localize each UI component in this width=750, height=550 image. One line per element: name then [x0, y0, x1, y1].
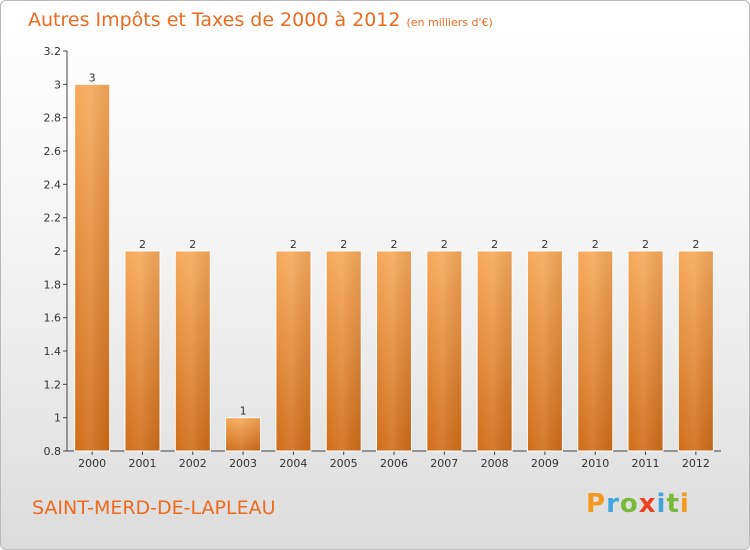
bar-shine: [678, 251, 714, 451]
data-label: 2: [391, 238, 398, 251]
logo-letter: t: [666, 489, 680, 519]
y-tick-label: 0.8: [44, 445, 62, 458]
bar-2002: [174, 250, 211, 452]
bar-shine: [527, 251, 563, 451]
x-tick-label: 2009: [531, 457, 559, 470]
y-tick-label: 3.2: [44, 45, 62, 58]
y-tick-label: 1.4: [44, 345, 62, 358]
proxiti-logo: Proxiti: [586, 489, 690, 519]
bar-shine: [628, 251, 664, 451]
data-label: 1: [240, 405, 247, 418]
bar-2000: [74, 83, 111, 452]
y-tick-label: 2.2: [44, 212, 62, 225]
bar-2003: [225, 417, 262, 452]
x-tick-label: 2012: [682, 457, 710, 470]
chart-title: Autres Impôts et Taxes de 2000 à 2012 (en…: [28, 9, 493, 31]
x-tick-label: 2007: [430, 457, 458, 470]
bar-2004: [275, 250, 312, 452]
y-tick-label: 2.6: [44, 145, 62, 158]
bar-shine: [326, 251, 362, 451]
logo-letter: i: [679, 489, 690, 519]
x-tick-label: 2011: [632, 457, 660, 470]
bar-2007: [426, 250, 463, 452]
bar-shine: [74, 84, 110, 451]
y-tick-label: 2: [54, 245, 61, 258]
x-tick-label: 2003: [229, 457, 257, 470]
data-label: 2: [541, 238, 548, 251]
data-label: 2: [441, 238, 448, 251]
bar-shine: [175, 251, 211, 451]
title-text: Autres Impôts et Taxes de 2000 à 2012: [28, 9, 401, 31]
bar-shine: [477, 251, 513, 451]
data-labels: 3 2 2 1 2 2 2 2 2 2 2 2 2: [89, 71, 700, 417]
logo-letter: P: [586, 489, 607, 519]
unit-label: (en milliers d'€): [406, 16, 493, 29]
data-label: 2: [692, 238, 699, 251]
bar-shine: [124, 251, 160, 451]
logo-letter: r: [606, 489, 620, 519]
x-tick-label: 2005: [330, 457, 358, 470]
bar-2012: [677, 250, 714, 452]
bar-2006: [376, 250, 412, 452]
data-label: 2: [340, 238, 347, 251]
bars: [74, 83, 714, 452]
bar-2005: [325, 250, 362, 452]
y-tick-label: 1: [54, 412, 61, 425]
data-label: 2: [189, 238, 196, 251]
bar-2010: [577, 250, 614, 452]
data-label: 2: [491, 238, 498, 251]
data-label: 2: [592, 238, 599, 251]
x-tick-label: 2002: [179, 457, 207, 470]
x-tick-label: 2008: [481, 457, 509, 470]
town-name: SAINT-MERD-DE-LAPLEAU: [32, 497, 276, 519]
bar-2001: [124, 250, 161, 452]
x-tick-label: 2001: [128, 457, 156, 470]
data-label: 2: [290, 238, 297, 251]
y-tick-label: 3: [54, 78, 61, 91]
y-tick-label: 1.8: [44, 278, 62, 291]
bar-2008: [476, 250, 513, 452]
y-tick-label: 1.6: [44, 312, 62, 325]
logo-letter: x: [638, 489, 657, 519]
bar-shine: [275, 251, 311, 451]
x-tick-label: 2004: [279, 457, 307, 470]
bar-shine: [376, 251, 412, 451]
bar-shine: [225, 417, 261, 451]
x-tick-label: 2006: [380, 457, 408, 470]
logo-letter: i: [656, 489, 667, 519]
data-label: 2: [139, 238, 146, 251]
y-tick-label: 1.2: [44, 378, 62, 391]
bar-2011: [627, 250, 664, 452]
x-tick-label: 2000: [78, 457, 106, 470]
bar-shine: [577, 251, 613, 451]
bar-shine: [426, 251, 462, 451]
data-label: 3: [89, 71, 96, 84]
logo-letter: o: [619, 489, 639, 519]
y-tick-label: 2.4: [44, 178, 62, 191]
bar-2009: [526, 250, 563, 452]
x-tick-label: 2010: [581, 457, 609, 470]
y-tick-label: 2.8: [44, 112, 62, 125]
data-label: 2: [642, 238, 649, 251]
